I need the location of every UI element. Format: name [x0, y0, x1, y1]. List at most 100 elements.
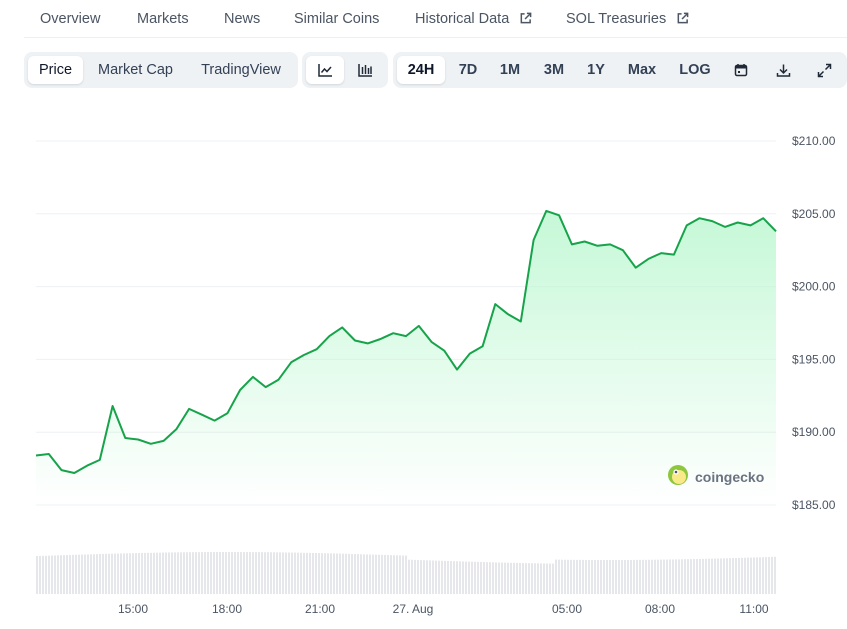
- x-tick-label: 15:00: [118, 602, 148, 616]
- volume-bar: [309, 552, 311, 594]
- volume-bar: [255, 552, 257, 594]
- fullscreen-button[interactable]: [809, 56, 839, 84]
- candlestick-chart-icon: [358, 62, 373, 78]
- volume-bar: [609, 559, 611, 594]
- volume-bar: [696, 558, 698, 594]
- volume-bar: [615, 559, 617, 594]
- tradingview-button[interactable]: TradingView: [188, 56, 294, 84]
- volume-bar: [225, 552, 227, 594]
- volume-bar: [216, 552, 218, 594]
- volume-bar: [594, 559, 596, 594]
- volume-bar: [549, 563, 551, 594]
- tab-label: News: [224, 11, 261, 27]
- volume-bar: [222, 552, 224, 594]
- tab-markets[interactable]: Markets: [137, 0, 189, 38]
- volume-bar: [411, 559, 413, 594]
- volume-bar: [285, 552, 287, 594]
- volume-bar: [198, 552, 200, 594]
- range-7d-button[interactable]: 7D: [449, 56, 487, 84]
- download-button[interactable]: [768, 56, 798, 84]
- log-scale-button[interactable]: LOG: [670, 56, 720, 84]
- range-3m-button[interactable]: 3M: [533, 56, 575, 84]
- volume-bar: [558, 559, 560, 594]
- volume-bar: [201, 552, 203, 594]
- volume-bar: [207, 552, 209, 594]
- range-max-button[interactable]: Max: [619, 56, 665, 84]
- candlestick-chart-button[interactable]: [347, 56, 384, 84]
- download-icon: [776, 62, 791, 78]
- volume-bar: [528, 563, 530, 594]
- range-label: 24H: [407, 62, 435, 78]
- volume-bar: [108, 553, 110, 594]
- volume-bar: [432, 560, 434, 594]
- price-button[interactable]: Price: [28, 56, 83, 84]
- volume-bar: [663, 559, 665, 594]
- volume-bar: [165, 552, 167, 594]
- volume-bar: [477, 561, 479, 594]
- volume-bar: [630, 559, 632, 594]
- volume-bar: [654, 559, 656, 594]
- volume-bar: [351, 553, 353, 594]
- volume-bar: [396, 555, 398, 594]
- volume-bar: [171, 552, 173, 594]
- volume-bar: [756, 557, 758, 594]
- tab-sol-treasuries[interactable]: SOL Treasuries: [566, 0, 689, 38]
- volume-bar: [162, 552, 164, 594]
- volume-bar: [315, 553, 317, 594]
- volume-bar: [744, 557, 746, 594]
- volume-bar: [639, 559, 641, 594]
- x-tick-label: 05:00: [552, 602, 582, 616]
- volume-bar: [39, 555, 41, 594]
- y-tick-label: $190.00: [792, 425, 836, 439]
- price-area-fill: [36, 210, 776, 505]
- volume-bar: [585, 559, 587, 594]
- volume-bar: [711, 558, 713, 594]
- volume-bar: [213, 552, 215, 594]
- volume-bar: [519, 562, 521, 594]
- volume-bar: [294, 552, 296, 594]
- volume-bar: [333, 553, 335, 594]
- volume-bar: [99, 554, 101, 594]
- volume-bar: [627, 559, 629, 594]
- volume-bar: [153, 552, 155, 594]
- volume-bar: [747, 557, 749, 594]
- line-chart-button[interactable]: [306, 56, 344, 84]
- tab-label: Overview: [40, 11, 101, 27]
- volume-bar: [357, 554, 359, 594]
- volume-bar: [771, 556, 773, 594]
- tab-historical-data[interactable]: Historical Data: [415, 0, 532, 38]
- volume-bar: [126, 553, 128, 594]
- volume-bar: [114, 553, 116, 594]
- range-1y-button[interactable]: 1Y: [578, 56, 614, 84]
- volume-bar: [495, 562, 497, 594]
- volume-bar: [369, 554, 371, 594]
- fullscreen-icon: [817, 62, 832, 78]
- tab-news[interactable]: News: [224, 0, 260, 38]
- range-24h-button[interactable]: 24H: [397, 56, 445, 84]
- volume-bar: [600, 559, 602, 594]
- volume-bar: [441, 560, 443, 594]
- range-1m-button[interactable]: 1M: [491, 56, 529, 84]
- market-cap-button[interactable]: Market Cap: [88, 56, 183, 84]
- date-range-button[interactable]: [726, 56, 756, 84]
- volume-bar: [693, 559, 695, 594]
- volume-bar: [105, 553, 107, 594]
- volume-bar: [132, 553, 134, 594]
- volume-bar: [510, 562, 512, 594]
- volume-bar: [702, 558, 704, 594]
- volume-bar: [123, 553, 125, 594]
- volume-bar: [204, 552, 206, 594]
- tab-similar-coins[interactable]: Similar Coins: [294, 0, 379, 38]
- volume-bar: [195, 552, 197, 594]
- tab-bar: Overview Markets News Similar Coins Hist…: [24, 0, 847, 38]
- volume-bar: [708, 558, 710, 594]
- volume-bar: [366, 554, 368, 594]
- volume-bar: [60, 555, 62, 594]
- volume-bar: [69, 554, 71, 594]
- volume-bar: [552, 563, 554, 594]
- price-chart[interactable]: $185.00 $190.00 $195.00 $200.00 $205.00 $210.…: [0, 100, 847, 629]
- volume-bar: [327, 553, 329, 594]
- tab-overview[interactable]: Overview: [40, 0, 121, 38]
- volume-bar: [669, 559, 671, 594]
- volume-bar: [246, 552, 248, 594]
